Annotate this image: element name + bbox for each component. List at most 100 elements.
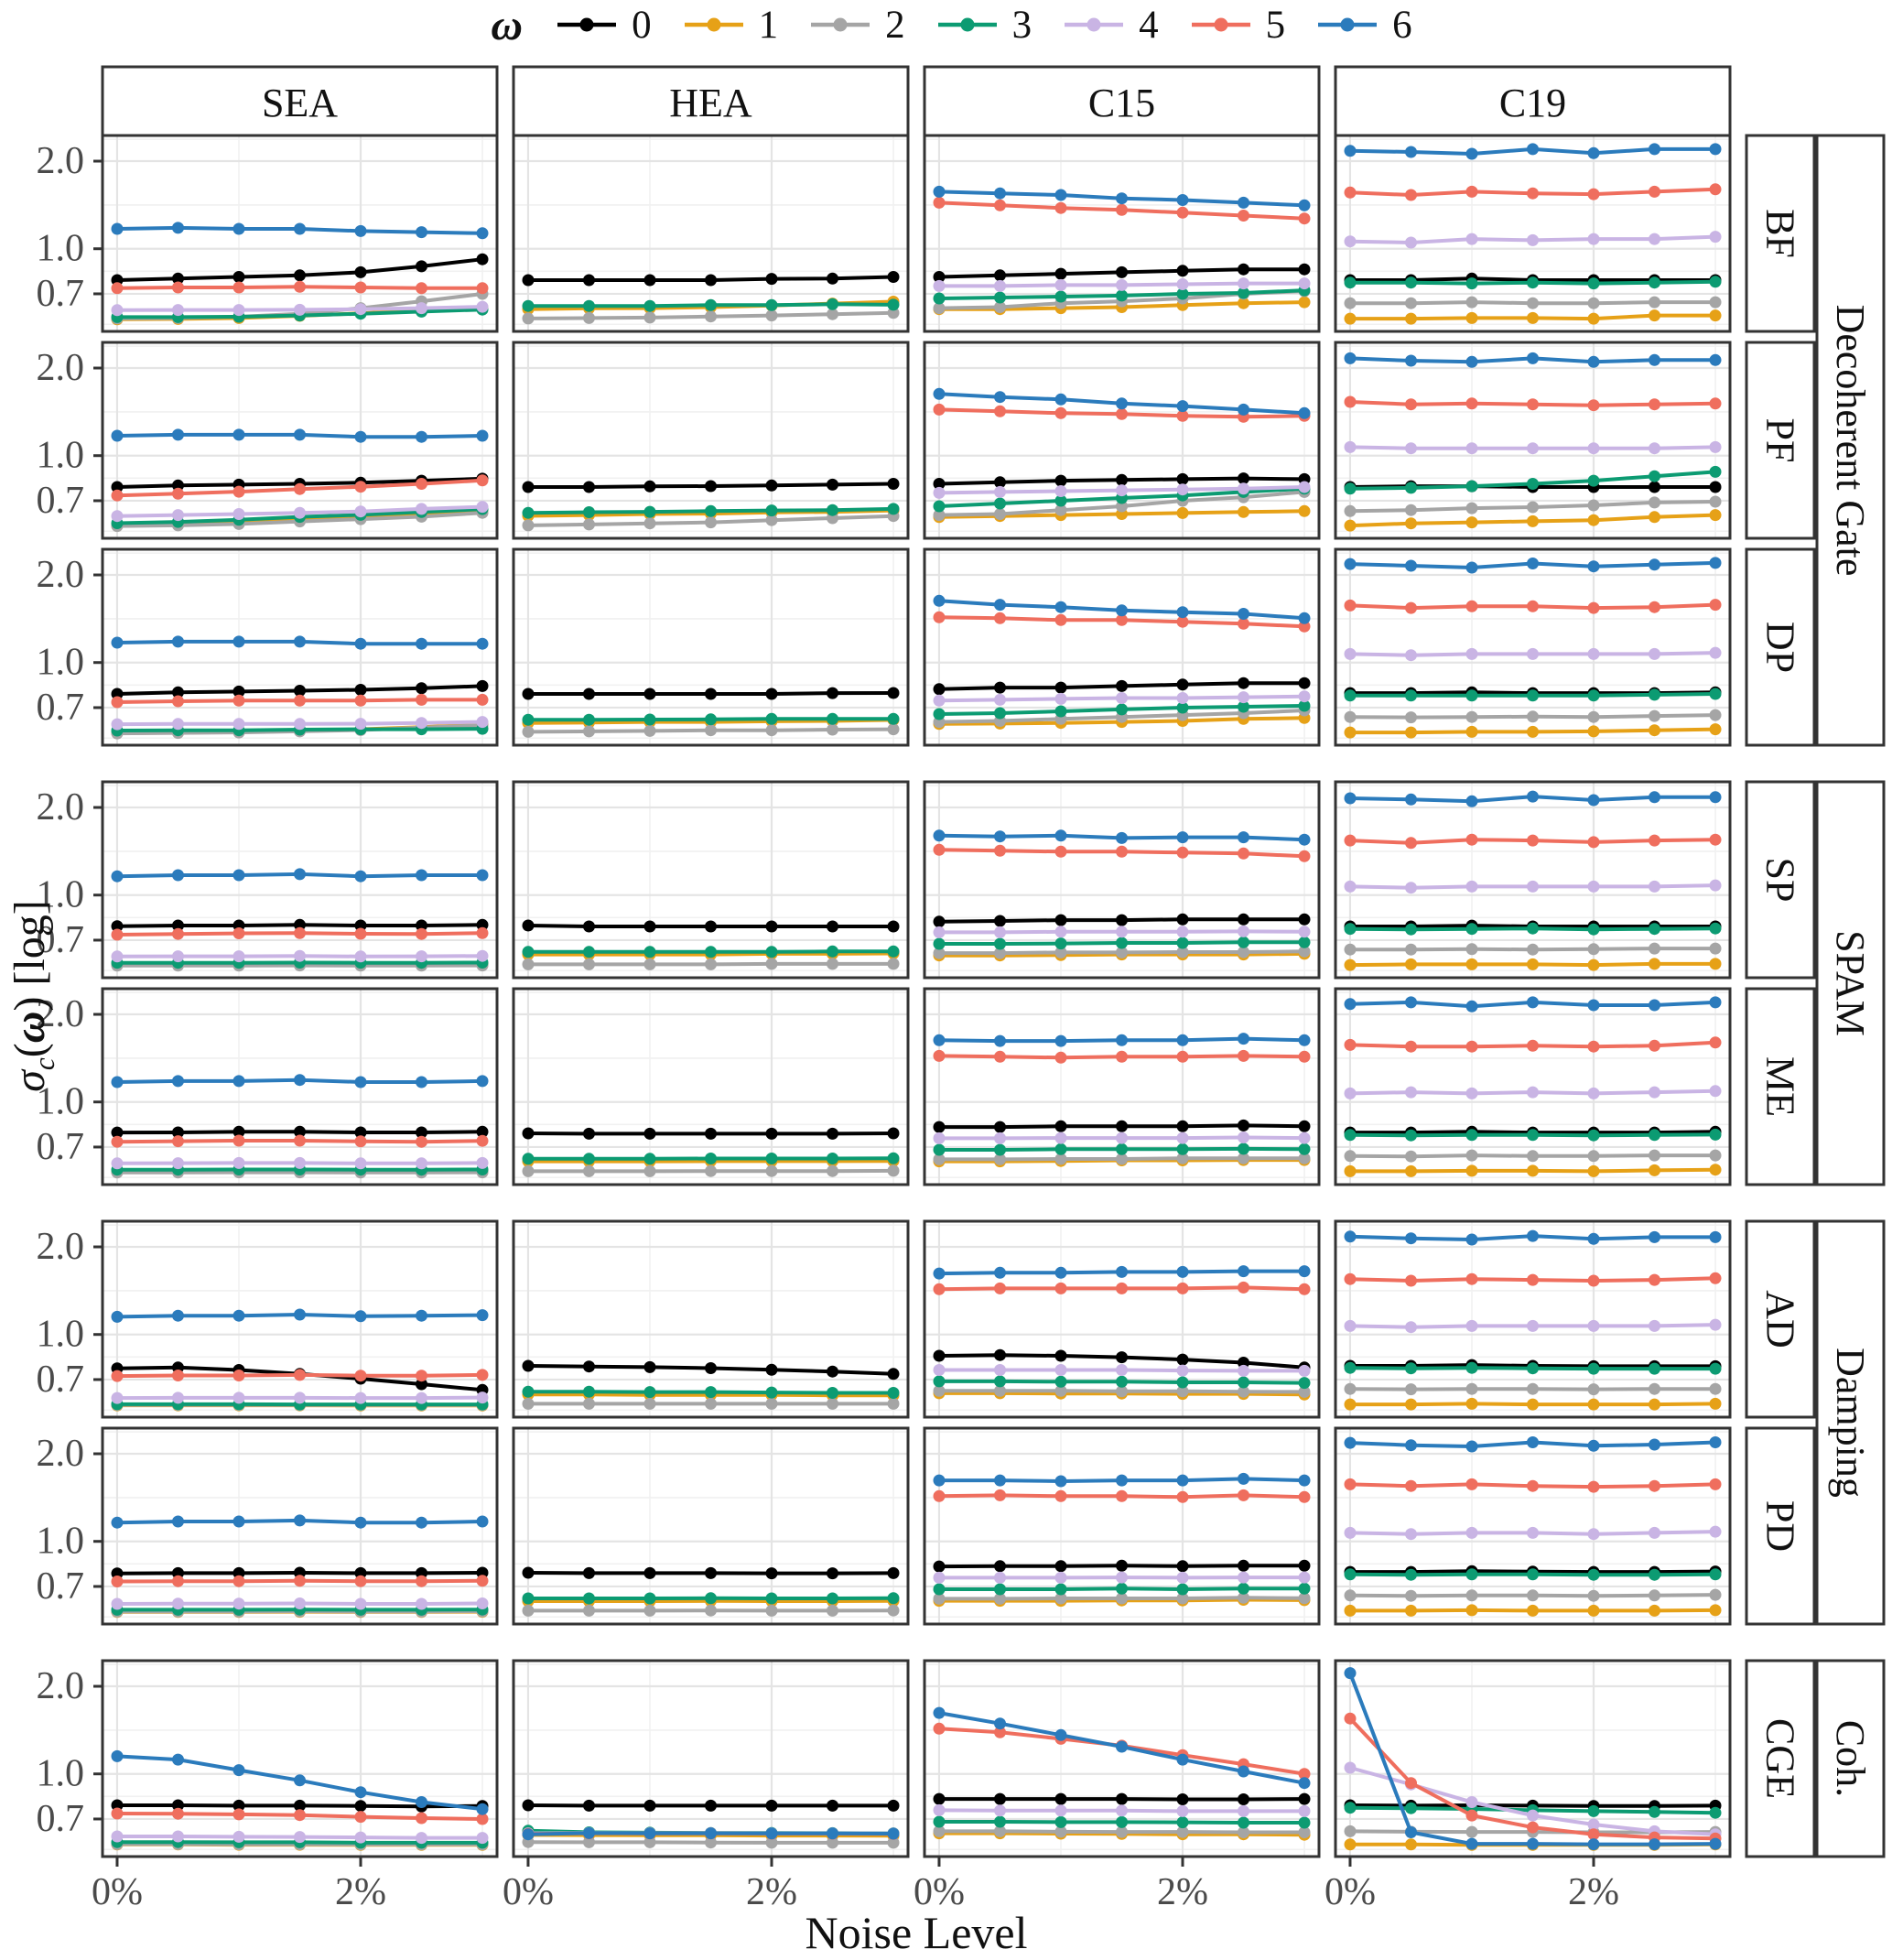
series-points-omega-0 [933,1792,1311,1805]
series-points-omega-6 [111,428,489,443]
y-tick-label: 1.0 [37,1753,85,1795]
gridlines [514,1661,908,1857]
series-points-omega-6 [933,1706,1311,1790]
x-tick-label: 2% [335,1871,386,1913]
series-points-omega-6 [1344,1667,1722,1851]
series-group [111,1749,489,1851]
series-points-omega-5 [111,474,489,502]
series-points-omega-3 [933,1815,1311,1829]
panel-border [512,547,910,747]
panel-border [1334,134,1732,333]
legend-key-icon [1191,17,1250,32]
series-group [522,478,900,532]
series-points-omega-2 [1344,1588,1722,1602]
group-strip-damping: Damping [1815,1219,1886,1626]
x-tick-label: 2% [1157,1871,1208,1913]
row-strip-label: PF [1758,418,1803,463]
series-group [933,185,1311,316]
row-strip-label: DP [1758,622,1803,673]
series-points-omega-1 [1344,509,1722,532]
series-points-omega-6 [933,829,1311,846]
legend-item-label: 6 [1392,3,1412,47]
series-points-omega-1 [1344,1164,1722,1177]
panel-border [101,1426,499,1626]
series-points-omega-6 [1344,143,1722,160]
series-points-omega-5 [933,196,1311,225]
series-group [522,1359,900,1410]
series-group [1344,1229,1722,1411]
series-points-omega-2 [933,1825,1311,1838]
series-points-omega-0 [522,271,900,287]
y-tick-label: 2.0 [37,786,85,828]
x-tick-label: 0% [1325,1871,1376,1913]
series-points-omega-2 [1344,942,1722,956]
series-points-omega-1 [1344,958,1722,971]
row-strip-label: ME [1758,1056,1803,1117]
panel-border [512,780,910,980]
panel-HEA-SP [512,780,910,980]
panel-SEA-DP [101,547,499,747]
x-tick-label: 0% [914,1871,965,1913]
series-points-omega-3 [1344,276,1722,290]
series-group [933,829,1311,962]
series-points-omega-6 [933,1472,1311,1488]
y-tick-label: 1.0 [37,228,85,270]
gridlines [514,1221,908,1417]
series-points-omega-3 [1344,688,1722,702]
series-points-omega-3 [522,945,900,958]
series-group [522,1127,900,1177]
x-axis-ticks-SEA: 0% 2% [92,1857,386,1913]
series-points-omega-5 [111,1369,489,1382]
panel-border [101,547,499,747]
series-group [111,222,489,326]
series-points-omega-3 [522,1592,900,1605]
row-strip-label: SP [1758,858,1803,903]
series-group [1344,1667,1722,1851]
gridlines [1335,1428,1730,1624]
panel-border [512,134,910,333]
panel-C15-BF [923,134,1321,333]
group-strip-label: Decoherent Gate [1828,305,1873,577]
series-points-omega-6 [1344,557,1722,574]
legend-item-label: 5 [1265,3,1286,47]
panel-SEA-CGE [101,1659,499,1858]
row-strip-SP: SP [1745,780,1816,980]
series-group [111,635,489,740]
panel-border [1334,1426,1732,1626]
row-strip-label: CGE [1758,1718,1803,1799]
series-points-omega-5 [1344,599,1722,614]
panel-HEA-DP [512,547,910,747]
gridlines [514,342,908,538]
series-points-omega-4 [1344,879,1722,894]
row-strip-ME: ME [1745,987,1816,1186]
series-points-omega-2 [522,723,900,738]
panel-SEA-SP [101,780,499,980]
series-points-omega-1 [1344,309,1722,325]
series-group [522,271,900,325]
panel-C15-SP [923,780,1321,980]
gridlines [103,135,497,331]
col-strip-C19: C19 [1334,65,1732,137]
series-points-omega-4 [111,1156,489,1170]
series-points-omega-6 [111,1514,489,1529]
row-strip-AD: AD [1745,1219,1816,1419]
group-strip-label: SPAM [1828,930,1873,1036]
series-group [111,1308,489,1412]
x-axis-ticks-C19: 0% 2% [1325,1857,1619,1913]
y-tick-label: 2.0 [37,347,85,389]
panel-HEA-AD [512,1219,910,1419]
series-points-omega-4 [111,716,489,731]
panel-border [923,1659,1321,1858]
panel-C19-DP [1334,547,1732,747]
legend-key-icon [557,17,617,32]
series-points-omega-3 [522,503,900,519]
row-strip-PF: PF [1745,341,1816,540]
series-group [1344,790,1722,971]
col-strip-label: C15 [1088,81,1155,125]
series-points-omega-4 [933,277,1311,292]
panel-border [923,987,1321,1186]
row-strip-CGE: CGE [1745,1659,1816,1858]
legend-item-omega-6: 6 [1316,3,1412,48]
gridlines [103,989,497,1185]
series-points-omega-0 [522,1359,900,1381]
